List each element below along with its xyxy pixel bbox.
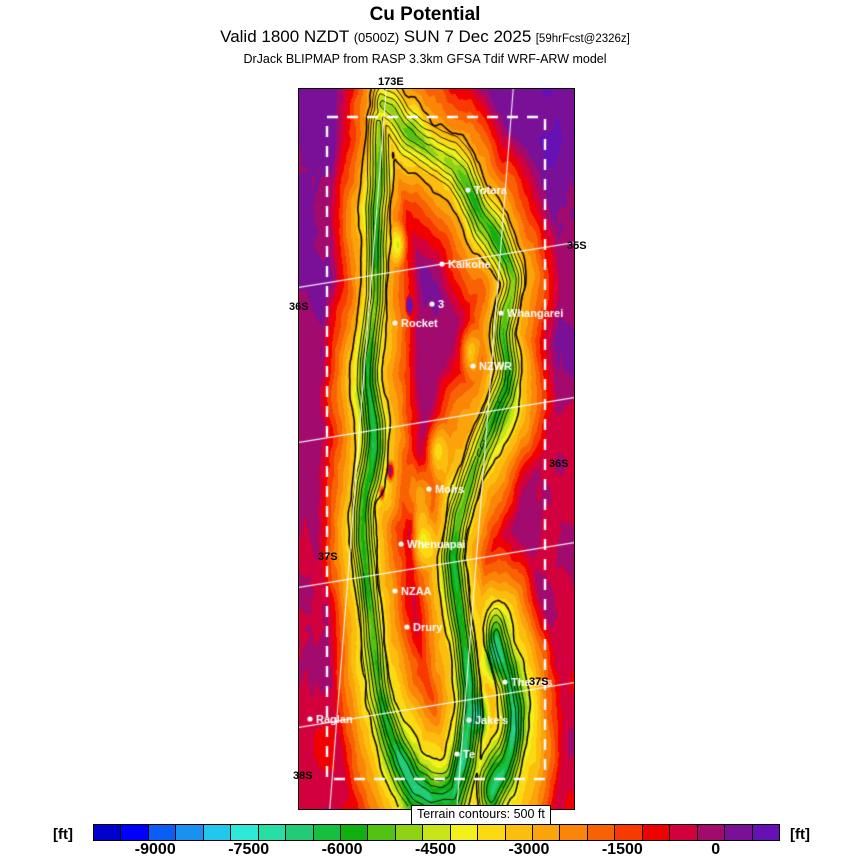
colorbar-segment xyxy=(450,825,479,840)
title-block: Cu Potential Valid 1800 NZDT (0500Z) SUN… xyxy=(0,0,850,67)
map-panel[interactable] xyxy=(298,88,575,810)
colorbar-segment xyxy=(176,825,204,840)
colorbar-segment xyxy=(148,825,177,840)
graticule-label: 35S xyxy=(567,240,587,252)
colorbar-segment xyxy=(505,825,533,840)
colorbar-panel: [ft] -9000 -7500 -6000 -4500 -3000 -1500 0 [ft… xyxy=(0,822,850,860)
terrain-contour-label: Terrain contours: 500 ft xyxy=(417,807,545,821)
station-marker[interactable] xyxy=(388,584,402,598)
colorbar-segment xyxy=(121,825,149,840)
graticule-label: 37S xyxy=(318,551,338,563)
colorbar-segment xyxy=(478,825,506,840)
colorbar-segment xyxy=(94,825,122,840)
station-marker[interactable] xyxy=(400,620,414,634)
graticule-label: 38S xyxy=(293,770,313,782)
colorbar-segment xyxy=(368,825,396,840)
graticule-label: 36S xyxy=(289,301,309,313)
colorbar-segment xyxy=(533,825,561,840)
colorbar-tick-label: -7500 xyxy=(228,841,270,858)
colorbar-unit-right: [ft] xyxy=(790,826,810,843)
station-marker[interactable] xyxy=(461,183,475,197)
colorbar-segment xyxy=(560,825,588,840)
station-marker[interactable] xyxy=(450,747,464,761)
valid-time-line: Valid 1800 NZDT (0500Z) SUN 7 Dec 2025 [… xyxy=(0,26,850,50)
colorbar-segment xyxy=(423,825,451,840)
colorbar-segment xyxy=(258,825,287,840)
colorbar-segment xyxy=(725,825,753,840)
valid-time-utc: (0500Z) xyxy=(353,30,400,45)
colorbar-segment xyxy=(313,825,341,840)
colorbar-tick-label: -3000 xyxy=(508,841,550,858)
station-marker[interactable] xyxy=(303,712,317,726)
colorbar-segment xyxy=(286,825,314,840)
colorbar-segment xyxy=(203,825,232,840)
colorbar-gradient[interactable] xyxy=(93,824,780,841)
station-marker[interactable] xyxy=(422,482,436,496)
station-marker[interactable] xyxy=(394,537,408,551)
colorbar-tick-label: 0 xyxy=(711,841,721,858)
colorbar-segment xyxy=(752,825,779,840)
colorbar-tick-labels: -9000 -7500 -6000 -4500 -3000 -1500 0 xyxy=(93,841,778,861)
colorbar-segment xyxy=(587,825,616,840)
graticule-label: 173E xyxy=(378,76,404,88)
colorbar-tick-label: -4500 xyxy=(415,841,456,858)
cu-potential-heatmap xyxy=(299,89,574,809)
station-marker[interactable] xyxy=(462,713,476,727)
colorbar-segment xyxy=(697,825,726,840)
colorbar-tick-label: -9000 xyxy=(134,841,176,858)
graticule-label: 37S xyxy=(529,676,549,688)
graticule-label: 36S xyxy=(549,458,569,470)
station-marker[interactable] xyxy=(498,675,512,689)
station-marker[interactable] xyxy=(466,359,480,373)
station-marker[interactable] xyxy=(425,297,439,311)
colorbar-tick-label: -1500 xyxy=(601,841,643,858)
page-title: Cu Potential xyxy=(369,4,481,25)
station-marker[interactable] xyxy=(388,316,402,330)
forecast-tag: [59hrFcst@2326z] xyxy=(535,33,630,45)
station-marker[interactable] xyxy=(435,257,449,271)
colorbar-unit-left: [ft] xyxy=(53,826,73,843)
colorbar-segment xyxy=(395,825,424,840)
colorbar-tick-label: -6000 xyxy=(321,841,363,858)
colorbar-segment xyxy=(340,825,369,840)
valid-date-text: SUN 7 Dec 2025 xyxy=(403,27,532,46)
station-marker[interactable] xyxy=(494,306,508,320)
colorbar-segment xyxy=(615,825,643,840)
model-source-line: DrJack BLIPMAP from RASP 3.3km GFSA Tdif… xyxy=(243,52,607,66)
valid-time-text: Valid 1800 NZDT xyxy=(220,27,350,46)
colorbar-segment xyxy=(642,825,671,840)
colorbar-segment xyxy=(231,825,259,840)
terrain-contour-legend: Terrain contours: 500 ft xyxy=(411,805,551,825)
colorbar-segment xyxy=(670,825,698,840)
